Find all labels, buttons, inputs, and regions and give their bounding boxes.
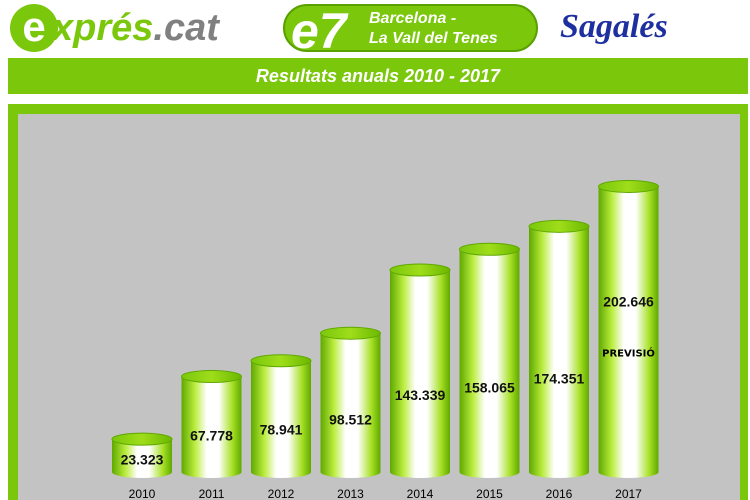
bar-cap xyxy=(181,369,242,383)
route-badge: e7 Barcelona - La Vall del Tenes xyxy=(283,3,538,59)
x-tick-2013: 2013 xyxy=(337,487,364,500)
value-label-2011: 67.778 xyxy=(190,428,233,444)
x-tick-2016: 2016 xyxy=(546,487,573,500)
bar-2012 xyxy=(250,354,312,478)
bar-2016 xyxy=(528,219,590,478)
title-bar: Resultats anuals 2010 - 2017 xyxy=(8,58,748,94)
x-tick-2010: 2010 xyxy=(129,487,156,500)
bar-body xyxy=(181,376,242,472)
bar-base xyxy=(181,466,242,478)
bar-body xyxy=(459,249,520,472)
bar-base xyxy=(112,466,172,478)
x-tick-2014: 2014 xyxy=(407,487,434,500)
chart-frame: 23.323 2010 67.778 2011 78.941 2012 98.512 2013… xyxy=(8,104,748,500)
bar-base xyxy=(251,466,311,478)
x-tick-2011: 2011 xyxy=(199,487,225,500)
expres-logo-main: xprés xyxy=(52,6,154,49)
bar-body xyxy=(320,333,381,472)
x-tick-2012: 2012 xyxy=(268,487,295,500)
bar-body xyxy=(251,360,311,472)
route-line-2: La Vall del Tenes xyxy=(369,30,498,47)
bar-base xyxy=(529,466,589,478)
expres-logo-e: e xyxy=(10,4,58,52)
bar-body xyxy=(598,186,659,472)
value-label-2017: 202.646 xyxy=(603,293,654,309)
chart-title: Resultats anuals 2010 - 2017 xyxy=(255,65,501,86)
bar-cap xyxy=(528,219,590,233)
x-tick-2017: 2017 xyxy=(615,487,642,500)
value-label-2010: 23.323 xyxy=(121,452,164,468)
bar-cap xyxy=(459,242,520,256)
bar-base xyxy=(320,466,381,478)
expres-logo-suffix: .cat xyxy=(153,6,219,49)
expres-logo[interactable]: e xprés.cat xyxy=(10,4,219,52)
bar-body xyxy=(390,270,450,472)
annotation-2017: PREVISIÓ xyxy=(602,346,655,359)
value-label-2012: 78.941 xyxy=(260,422,303,438)
bar-chart: 23.323 2010 67.778 2011 78.941 2012 98.512 2013… xyxy=(111,179,659,500)
bar-cap xyxy=(320,326,381,340)
bar-2011 xyxy=(181,369,242,478)
value-label-2014: 143.339 xyxy=(395,387,446,403)
expres-logo-text: xprés.cat xyxy=(52,7,219,50)
route-number: e7 xyxy=(291,3,347,59)
bar-2010 xyxy=(111,432,173,478)
bar-cap xyxy=(111,432,173,446)
header: e xprés.cat e7 Barcelona - La Vall del T… xyxy=(0,0,750,59)
bar-base xyxy=(459,466,520,478)
bar-cap xyxy=(250,354,312,368)
bar-body xyxy=(529,226,589,472)
bar-base xyxy=(598,466,659,478)
bar-2017 xyxy=(598,179,659,478)
value-label-2015: 158.065 xyxy=(464,379,515,395)
bar-cap xyxy=(389,263,451,277)
chart-panel: 23.323 2010 67.778 2011 78.941 2012 98.512 2013… xyxy=(18,114,740,500)
bar-cap xyxy=(598,179,659,193)
route-line-1: Barcelona - xyxy=(369,10,457,27)
sagales-logo[interactable]: Sagalés xyxy=(560,8,668,45)
bar-2014 xyxy=(389,263,451,478)
value-label-2013: 98.512 xyxy=(329,411,372,427)
bar-2013 xyxy=(320,326,381,478)
bar-base xyxy=(390,466,450,478)
x-tick-2015: 2015 xyxy=(476,487,503,500)
value-label-2016: 174.351 xyxy=(534,371,585,387)
bar-2015 xyxy=(459,242,520,478)
